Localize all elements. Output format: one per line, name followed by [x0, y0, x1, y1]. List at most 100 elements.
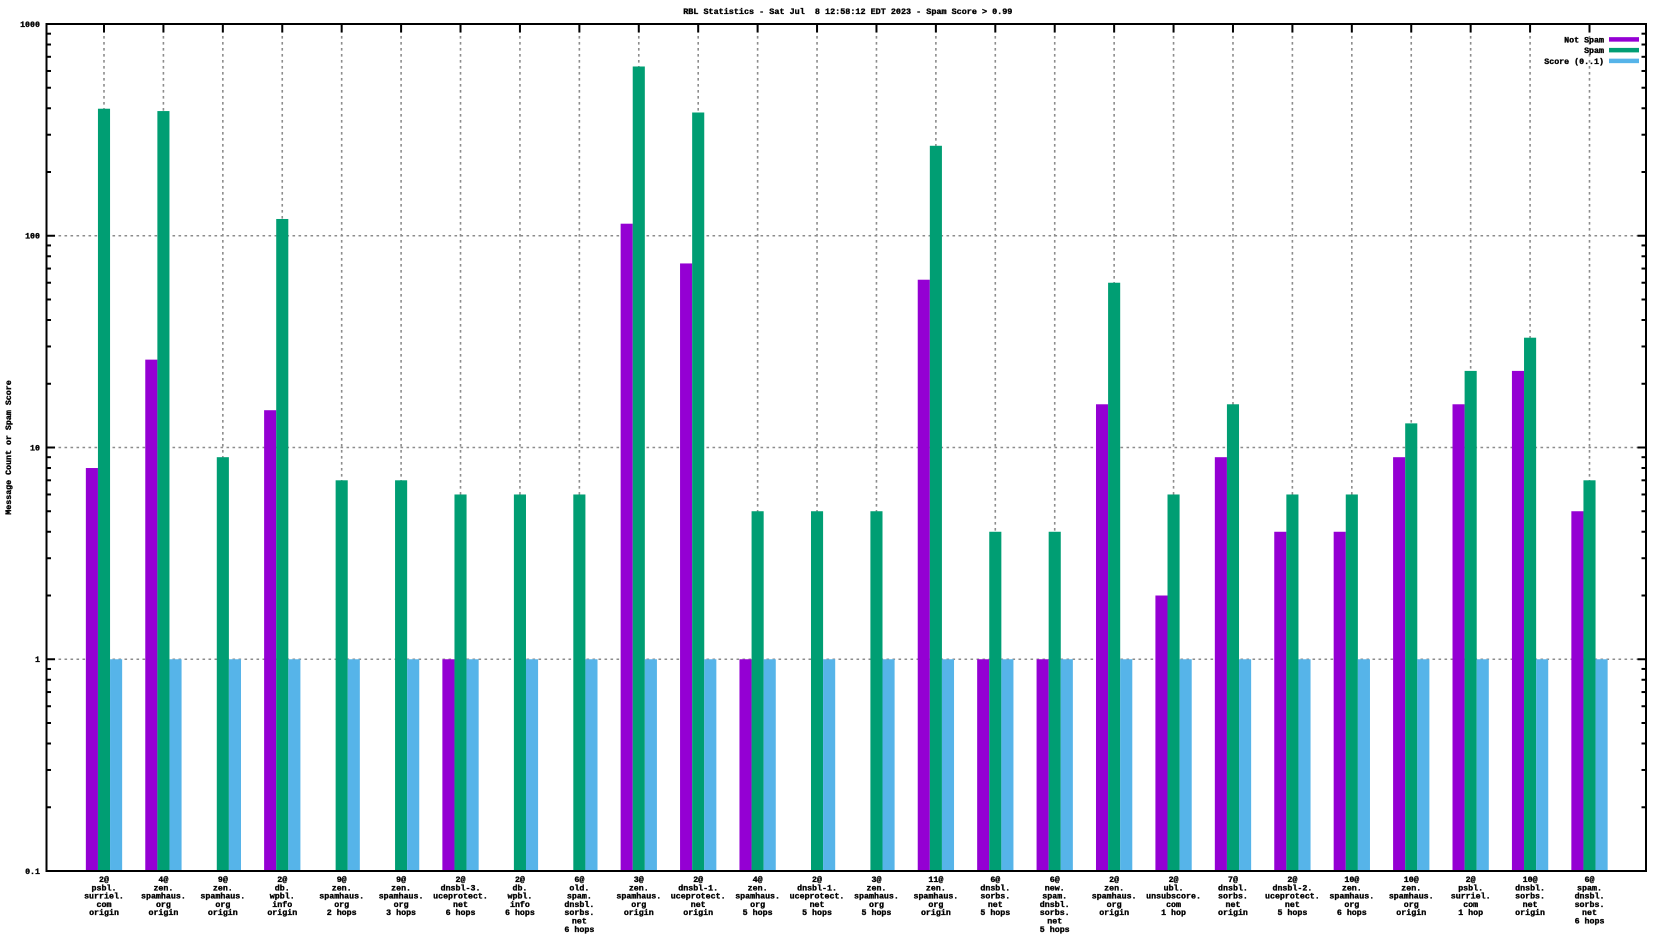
svg-text:org: org: [631, 901, 646, 910]
svg-text:zen.: zen.: [926, 884, 946, 893]
svg-text:net: net: [1523, 901, 1538, 910]
svg-text:zen.: zen.: [153, 884, 173, 893]
svg-text:spamhaus.: spamhaus.: [319, 892, 364, 902]
svg-text:6 hops: 6 hops: [1575, 917, 1605, 927]
svg-text:info: info: [272, 900, 292, 910]
svg-text:spamhaus.: spamhaus.: [616, 892, 661, 902]
svg-text:1: 1: [35, 656, 40, 665]
svg-text:10: 10: [30, 444, 40, 453]
svg-text:uceprotect.: uceprotect.: [671, 893, 726, 902]
svg-text:2@: 2@: [1287, 875, 1297, 885]
svg-text:org: org: [869, 901, 884, 910]
svg-text:origin: origin: [267, 908, 297, 918]
svg-text:9@: 9@: [337, 875, 347, 885]
svg-text:dnsbl-2.: dnsbl-2.: [1272, 883, 1312, 893]
svg-text:5 hops: 5 hops: [743, 908, 773, 918]
svg-text:origin: origin: [921, 908, 951, 918]
svg-text:7@: 7@: [1228, 875, 1238, 885]
svg-text:2@: 2@: [515, 875, 525, 885]
svg-text:net: net: [988, 901, 1003, 910]
svg-text:6 hops: 6 hops: [446, 908, 476, 918]
svg-text:wpbl.: wpbl.: [507, 892, 532, 902]
svg-text:net: net: [1047, 918, 1062, 927]
svg-text:1000: 1000: [20, 21, 40, 30]
svg-text:dnsbl-1.: dnsbl-1.: [678, 883, 718, 893]
svg-text:ubl.: ubl.: [1164, 883, 1184, 893]
svg-text:2@: 2@: [812, 875, 822, 885]
svg-text:origin: origin: [208, 908, 238, 918]
svg-text:zen.: zen.: [332, 884, 352, 893]
svg-text:net: net: [1285, 901, 1300, 910]
svg-text:5 hops: 5 hops: [980, 908, 1010, 918]
svg-text:net: net: [572, 918, 587, 927]
svg-text:5 hops: 5 hops: [1277, 908, 1307, 918]
svg-text:3@: 3@: [634, 875, 644, 885]
svg-text:org: org: [928, 901, 943, 910]
svg-text:2@: 2@: [1466, 875, 1476, 885]
svg-text:net: net: [1582, 909, 1597, 918]
svg-text:dnsbl.: dnsbl.: [564, 900, 594, 910]
svg-text:org: org: [334, 901, 349, 910]
svg-text:10@: 10@: [1523, 875, 1538, 885]
svg-text:spam.: spam.: [1042, 893, 1067, 902]
svg-text:uceprotect.: uceprotect.: [433, 893, 488, 902]
svg-text:new.: new.: [1045, 884, 1065, 893]
svg-text:spamhaus.: spamhaus.: [200, 892, 245, 902]
svg-text:dnsbl-1.: dnsbl-1.: [797, 883, 837, 893]
svg-text:dnsbl.: dnsbl.: [980, 883, 1010, 893]
svg-text:db.: db.: [275, 883, 290, 893]
svg-text:old.: old.: [569, 883, 589, 893]
svg-text:spamhaus.: spamhaus.: [379, 892, 424, 902]
svg-text:zen.: zen.: [1342, 884, 1362, 893]
svg-text:com: com: [1166, 901, 1181, 910]
svg-text:org: org: [394, 901, 409, 910]
svg-text:2@: 2@: [1169, 875, 1179, 885]
svg-text:zen.: zen.: [748, 884, 768, 893]
svg-text:org: org: [750, 901, 765, 910]
svg-text:zen.: zen.: [629, 884, 649, 893]
svg-text:2@: 2@: [1109, 875, 1119, 885]
svg-text:zen.: zen.: [391, 884, 411, 893]
svg-text:origin: origin: [148, 908, 178, 918]
svg-text:5 hops: 5 hops: [1040, 925, 1070, 935]
svg-text:Message Count or Spam Score: Message Count or Spam Score: [5, 380, 14, 514]
svg-text:uceprotect.: uceprotect.: [1265, 893, 1320, 902]
svg-text:2@: 2@: [99, 875, 109, 885]
svg-text:zen.: zen.: [866, 884, 886, 893]
svg-text:9@: 9@: [218, 875, 228, 885]
svg-text:2 hops: 2 hops: [327, 908, 357, 918]
svg-text:spam.: spam.: [1577, 884, 1602, 893]
svg-text:6@: 6@: [1050, 875, 1060, 885]
svg-text:100: 100: [25, 233, 40, 242]
svg-text:surriel.: surriel.: [1451, 892, 1491, 902]
svg-text:sorbs.: sorbs.: [1218, 892, 1248, 902]
svg-text:dnsbl.: dnsbl.: [1515, 883, 1545, 893]
svg-text:spamhaus.: spamhaus.: [1092, 892, 1137, 902]
svg-text:origin: origin: [1515, 908, 1545, 918]
svg-text:info: info: [510, 900, 530, 910]
svg-text:dnsbl.: dnsbl.: [1575, 892, 1605, 902]
svg-text:origin: origin: [683, 908, 713, 918]
svg-text:org: org: [1107, 901, 1122, 910]
svg-text:spamhaus.: spamhaus.: [735, 892, 780, 902]
svg-text:1 hop: 1 hop: [1458, 908, 1483, 918]
svg-text:origin: origin: [1099, 908, 1129, 918]
svg-text:net: net: [810, 901, 825, 910]
svg-text:psbl.: psbl.: [1458, 883, 1483, 893]
svg-text:dnsbl-3.: dnsbl-3.: [441, 883, 481, 893]
svg-text:1 hop: 1 hop: [1161, 908, 1186, 918]
svg-text:6 hops: 6 hops: [505, 908, 535, 918]
svg-text:net: net: [1226, 901, 1241, 910]
svg-text:spamhaus.: spamhaus.: [1389, 892, 1434, 902]
svg-text:11@: 11@: [928, 875, 943, 885]
svg-text:org: org: [1344, 901, 1359, 910]
svg-text:zen.: zen.: [1104, 884, 1124, 893]
svg-text:10@: 10@: [1404, 875, 1419, 885]
svg-text:sorbs.: sorbs.: [1515, 892, 1545, 902]
svg-text:Score (0..1): Score (0..1): [1544, 57, 1604, 67]
svg-text:net: net: [691, 901, 706, 910]
svg-text:3 hops: 3 hops: [386, 908, 416, 918]
svg-text:sorbs.: sorbs.: [1575, 900, 1605, 910]
svg-text:2@: 2@: [693, 875, 703, 885]
svg-text:6@: 6@: [1585, 875, 1595, 885]
